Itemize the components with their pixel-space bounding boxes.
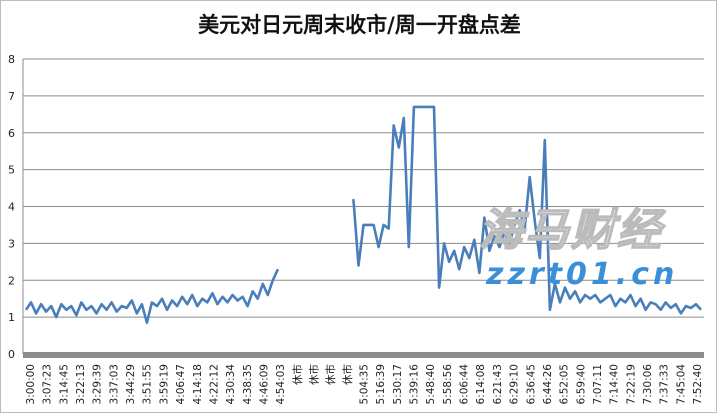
x-tick-label: 6:14:08 <box>475 364 487 404</box>
y-tick-label: 8 <box>8 53 15 66</box>
x-tick-label: 3:00:00 <box>25 364 37 404</box>
x-tick-label: 3:37:03 <box>108 364 120 404</box>
x-tick-label: 7:22:19 <box>625 364 637 404</box>
x-tick-label: 5:48:40 <box>425 364 437 404</box>
x-tick-label: 5:04:35 <box>359 364 371 404</box>
x-tick-label: 4:22:12 <box>208 364 220 404</box>
x-tick-label: 6:59:40 <box>575 364 587 404</box>
y-tick-label: 2 <box>8 274 15 287</box>
x-tick-label: 7:37:33 <box>659 364 671 404</box>
x-tick-label: 4:38:35 <box>242 364 254 404</box>
x-tick-label: 休市 <box>341 364 354 385</box>
watermark-brand: 海马财经 <box>478 205 663 257</box>
x-tick-label: 7:14:40 <box>609 364 621 404</box>
x-tick-label: 5:30:17 <box>392 364 404 404</box>
x-tick-label: 4:54:03 <box>275 364 287 404</box>
y-tick-label: 3 <box>8 237 15 250</box>
x-tick-label: 3:22:13 <box>75 364 87 404</box>
x-tick-label: 3:59:19 <box>158 364 170 404</box>
x-tick-label: 6:21:43 <box>492 364 504 404</box>
x-tick-label: 5:39:16 <box>409 364 421 405</box>
x-tick-label: 3:07:23 <box>42 364 54 404</box>
chart-title: 美元对日元周末收市/周一开盘点差 <box>198 12 521 37</box>
x-tick-label: 3:29:39 <box>92 364 104 404</box>
x-tick-label: 6:06:44 <box>459 364 471 405</box>
x-tick-label: 7:30:06 <box>642 364 654 405</box>
y-tick-label: 5 <box>8 164 15 177</box>
y-tick-label: 6 <box>8 127 15 140</box>
x-tick-label: 6:52:05 <box>559 364 571 404</box>
watermark-url: zzrt01.cn <box>486 257 679 292</box>
x-tick-label: 5:58:56 <box>442 364 454 405</box>
x-tick-label: 4:14:18 <box>192 364 204 404</box>
y-tick-label: 1 <box>8 311 15 324</box>
x-tick-label: 7:52:40 <box>692 364 704 404</box>
x-tick-label: 7:07:11 <box>592 364 604 404</box>
x-tick-label: 7:45:04 <box>675 364 687 405</box>
x-tick-label: 4:46:09 <box>258 364 270 404</box>
y-tick-label: 0 <box>8 348 15 361</box>
x-tick-label: 休市 <box>291 364 304 385</box>
y-tick-label: 7 <box>8 90 15 103</box>
x-tick-label: 4:30:34 <box>225 364 237 405</box>
x-tick-label: 6:36:45 <box>525 364 537 404</box>
x-tick-label: 3:44:29 <box>125 364 137 404</box>
x-tick-label: 休市 <box>324 364 337 385</box>
x-tick-label: 6:29:10 <box>509 364 521 404</box>
x-tick-label: 5:16:39 <box>375 364 387 404</box>
x-tick-label: 休市 <box>307 364 320 385</box>
x-tick-label: 6:44:26 <box>542 364 554 405</box>
x-tick-label: 3:14:45 <box>58 364 70 404</box>
x-tick-label: 4:06:47 <box>175 364 187 404</box>
x-tick-label: 3:51:55 <box>142 364 154 404</box>
y-tick-label: 4 <box>8 201 15 214</box>
